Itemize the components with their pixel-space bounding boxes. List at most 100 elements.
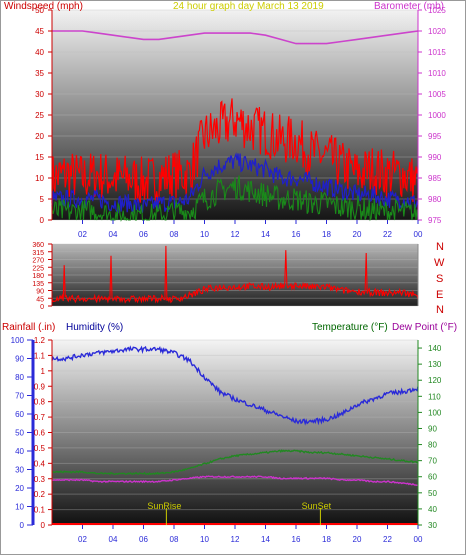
climate-x-tick-label: 10	[200, 535, 209, 544]
wind-y-tick-label: 15	[35, 153, 44, 162]
humidity-tick-label: 70	[15, 392, 24, 401]
humidity-tick-label: 40	[15, 447, 24, 456]
barometer-tick-label: 995	[428, 132, 442, 141]
wind-y-tick-label: 25	[35, 111, 44, 120]
rain-tick-label: 0.2	[34, 490, 46, 499]
rainfall-axis-label: Rainfall (.in)	[2, 322, 55, 333]
wind-x-ticks: 02 04 06 08 10 12 14 16 18 20 22 00	[78, 220, 423, 239]
climate-series	[51, 345, 419, 525]
rain-tick-label: 1.2	[34, 336, 46, 345]
barometer-tick-label: 1005	[428, 90, 446, 99]
barometer-line	[52, 30, 419, 45]
wind-y-tick-label: 20	[35, 132, 44, 141]
climate-x-tick-label: 22	[383, 535, 392, 544]
rain-tick-label: 0.7	[34, 413, 46, 422]
humidity-tick-label: 60	[15, 410, 24, 419]
wind-y-tick-label: 45	[35, 27, 44, 36]
wind-y-tick-label: 5	[40, 195, 45, 204]
wind-x-tick-label: 06	[139, 230, 148, 239]
wind-y-tick-label: 35	[35, 69, 44, 78]
direction-y-tick-label: 360	[32, 242, 44, 249]
humidity-tick-label: 100	[11, 336, 25, 345]
humidity-axis-label: Humidity (%)	[66, 322, 123, 333]
temperature-tick-label: 80	[428, 441, 437, 450]
temperature-tick-label: 60	[428, 473, 437, 482]
temperature-tick-label: 30	[428, 521, 437, 530]
rain-tick-label: 0.8	[34, 398, 46, 407]
rain-tick-label: 0.9	[34, 382, 46, 391]
humidity-line	[51, 345, 419, 426]
temperature-tick-label: 100	[428, 408, 442, 417]
humidity-ticks: 0 10 20 30 40 50 60 70 80 90 100	[11, 336, 33, 530]
barometer-tick-label: 975	[428, 216, 442, 225]
compass-label: E	[436, 289, 443, 301]
temperature-tick-label: 50	[428, 489, 437, 498]
barometer-tick-label: 1020	[428, 27, 446, 36]
compass-labels: N W S E N	[434, 241, 445, 316]
temperature-tick-label: 110	[428, 392, 441, 401]
direction-y-tick-label: 315	[32, 250, 44, 257]
rain-tick-label: 0.3	[34, 475, 46, 484]
humidity-tick-label: 30	[15, 466, 24, 475]
wind-x-tick-label: 14	[261, 230, 270, 239]
direction-y-tick-label: 225	[32, 265, 44, 272]
wind-x-tick-label: 22	[383, 230, 392, 239]
wind-x-tick-label: 18	[322, 230, 331, 239]
direction-y-tick-label: 270	[32, 258, 44, 265]
temperature-tick-label: 90	[428, 424, 437, 433]
wind-minimum-line	[51, 175, 419, 222]
wind-x-tick-label: 16	[292, 230, 301, 239]
wind-average-line	[51, 152, 419, 216]
humidity-tick-label: 90	[15, 355, 24, 364]
wind-y-ticks: 0 5 10 15 20 25 30 35 40 45 50	[35, 6, 52, 225]
direction-y-tick-label: 0	[40, 304, 44, 311]
temperature-tick-label: 140	[428, 344, 442, 353]
wind-y-tick-label: 10	[35, 174, 44, 183]
wind-x-tick-label: 20	[353, 230, 362, 239]
wind-x-tick-label: 02	[78, 230, 87, 239]
climate-x-tick-label: 06	[139, 535, 148, 544]
wind-y-tick-label: 50	[35, 6, 44, 15]
rain-tick-label: 0.5	[34, 444, 46, 453]
compass-label: W	[434, 257, 445, 269]
climate-x-tick-label: 08	[170, 535, 179, 544]
wind-y-tick-label: 0	[40, 216, 45, 225]
temperature-tick-label: 40	[428, 505, 437, 514]
sunset-label: SunSet	[302, 501, 332, 511]
climate-x-tick-label: 12	[231, 535, 240, 544]
barometer-tick-label: 980	[428, 195, 442, 204]
temperature-tick-label: 70	[428, 457, 437, 466]
wind-direction-line	[51, 245, 419, 304]
wind-x-tick-label: 12	[231, 230, 240, 239]
humidity-tick-label: 0	[20, 521, 25, 530]
rain-tick-label: 1.1	[34, 351, 46, 360]
barometer-axis-label: Barometer (mb)	[374, 1, 444, 12]
climate-x-tick-label: 16	[292, 535, 301, 544]
direction-gridlines	[52, 243, 418, 307]
rain-tick-label: 0.4	[34, 459, 46, 468]
dew-point-axis-label: Dew Point (°F)	[392, 322, 457, 333]
wind-x-tick-label: 08	[170, 230, 179, 239]
humidity-tick-label: 10	[15, 503, 24, 512]
wind-gust-line	[51, 98, 419, 204]
barometer-ticks: 975 980 985 990 995 1000 1005 1010 1015 1020 1025	[418, 6, 446, 225]
wind-series	[51, 30, 419, 222]
temperature-tick-label: 130	[428, 360, 442, 369]
compass-label: N	[436, 241, 444, 253]
barometer-tick-label: 1025	[428, 6, 446, 15]
barometer-tick-label: 1000	[428, 111, 446, 120]
barometer-tick-label: 1010	[428, 69, 446, 78]
wind-x-tick-label: 10	[200, 230, 209, 239]
compass-label: N	[436, 304, 444, 316]
temperature-ticks: 30 40 50 60 70 80 90 100 110 120 130 140	[418, 344, 442, 530]
wind-y-tick-label: 40	[35, 48, 44, 57]
wind-x-tick-label: 00	[414, 230, 423, 239]
climate-x-tick-label: 20	[353, 535, 362, 544]
rain-tick-label: 0	[41, 521, 46, 530]
rain-tick-label: 0.1	[34, 506, 46, 515]
direction-series	[51, 245, 419, 304]
climate-x-tick-label: 02	[78, 535, 87, 544]
humidity-tick-label: 80	[15, 373, 24, 382]
